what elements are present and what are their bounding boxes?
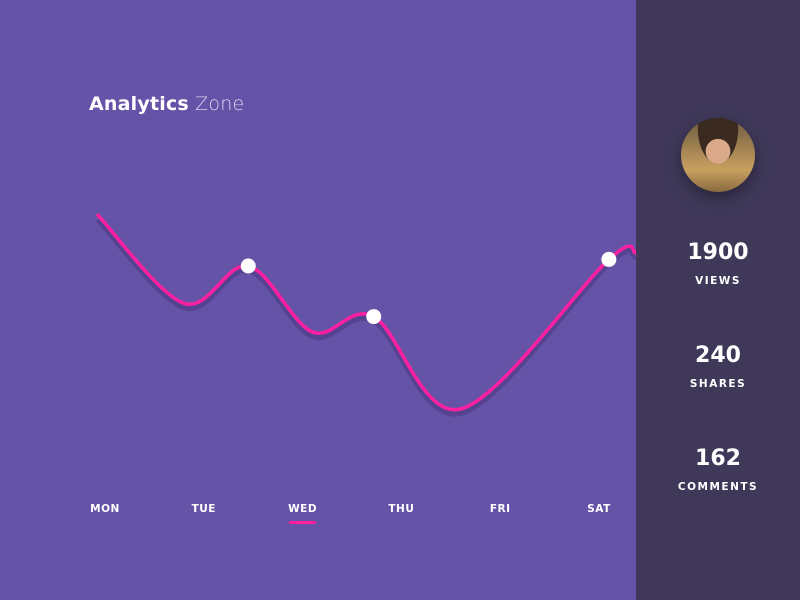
stat-label: COMMENTS bbox=[677, 481, 759, 493]
data-point-marker[interactable] bbox=[240, 258, 256, 274]
stat-label: VIEWS bbox=[695, 275, 741, 287]
series-line-shadow bbox=[95, 217, 636, 417]
data-point-marker[interactable] bbox=[366, 309, 382, 325]
tab-day-wed[interactable]: WED bbox=[288, 503, 318, 515]
day-axis: MON TUE WED THU FRI SAT bbox=[0, 503, 636, 533]
tab-day-tue[interactable]: TUE bbox=[191, 503, 216, 515]
stat-comments: 162 COMMENTS bbox=[636, 446, 800, 493]
title-light: Zone bbox=[195, 93, 245, 115]
stat-views: 1900 VIEWS bbox=[636, 240, 800, 287]
tab-day-thu[interactable]: THU bbox=[388, 503, 415, 515]
tab-day-sat[interactable]: SAT bbox=[587, 503, 611, 515]
stat-value: 240 bbox=[695, 343, 741, 368]
series-line bbox=[96, 213, 636, 412]
line-chart bbox=[95, 213, 636, 417]
stat-value: 162 bbox=[695, 446, 741, 471]
avatar[interactable] bbox=[681, 118, 755, 192]
tab-day-mon[interactable]: MON bbox=[90, 503, 120, 515]
page-title: Analytics Zone bbox=[89, 93, 244, 115]
tab-day-fri[interactable]: FRI bbox=[489, 503, 511, 515]
stat-value: 1900 bbox=[687, 240, 749, 265]
data-point-marker[interactable] bbox=[601, 251, 617, 267]
chart-panel: Analytics Zone MON TUE WED THU FRI SAT bbox=[0, 0, 636, 600]
stat-shares: 240 SHARES bbox=[636, 343, 800, 390]
stat-label: SHARES bbox=[689, 378, 747, 390]
title-bold: Analytics bbox=[89, 93, 189, 115]
sidebar bbox=[636, 0, 800, 600]
